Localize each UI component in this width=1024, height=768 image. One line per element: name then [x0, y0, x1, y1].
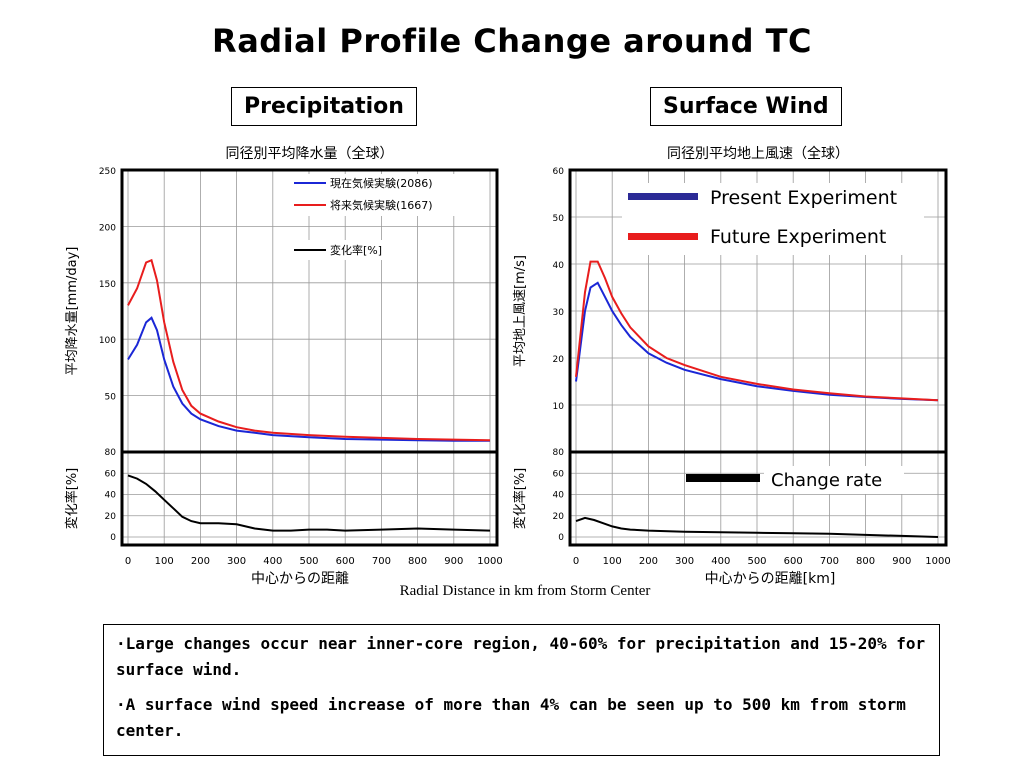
wind-bottom-ytick: 20: [553, 512, 565, 522]
precip-xlabel: 中心からの距離: [251, 570, 349, 587]
wind-top-ytick: 60: [553, 167, 565, 177]
wind-xlabel: 中心からの距離[km]: [705, 570, 836, 587]
wind-xtick: 700: [820, 556, 839, 567]
wind-xtick: 1000: [925, 556, 950, 567]
wind-series-present: [575, 281, 939, 402]
precip-bottom-ylabel: 変化率[%]: [64, 468, 80, 530]
wind-legend-label-present: Present Experiment: [710, 187, 897, 209]
precip-top-ytick: 100: [99, 336, 116, 346]
overlay-xlabel-bg: [358, 577, 692, 601]
precip-top-ytick: 200: [99, 223, 116, 233]
wind-bottom-ytick: 80: [553, 448, 565, 458]
precip-legend-label: 現在気候実験(2086): [330, 176, 433, 190]
wind-chart-title: 同径別平均地上風速（全球）: [667, 145, 849, 162]
wind-legend-swatch-change: [686, 474, 760, 482]
wind-bottom-ylabel: 変化率[%]: [512, 468, 528, 530]
wind-xtick: 300: [675, 556, 694, 567]
precip-xtick: 400: [263, 556, 282, 567]
precip-top-ytick: 250: [99, 167, 116, 177]
wind-series-change-rate: [575, 516, 939, 538]
precip-top-ytick: 50: [105, 393, 117, 403]
wind-xtick: 600: [784, 556, 803, 567]
wind-top-ytick: 50: [553, 214, 565, 224]
overlay-xlabel: Radial Distance in km from Storm Center: [400, 583, 651, 599]
precip-xtick: 900: [444, 556, 463, 567]
precip-legend-bg: [292, 174, 462, 216]
precip-xtick: 300: [227, 556, 246, 567]
wind-legend-swatch-present: [628, 193, 698, 200]
precip-xtick: 500: [299, 556, 318, 567]
wind-top-ytick: 30: [553, 308, 565, 318]
wind-top-ytick: 10: [553, 402, 565, 412]
wind-bottom-ytick: 0: [558, 533, 564, 543]
wind-xtick: 0: [573, 556, 579, 567]
precip-bottom-ytick: 20: [105, 512, 117, 522]
wind-bottom-ytick: 40: [553, 491, 565, 501]
precipitation-label-box: Precipitation: [231, 87, 417, 126]
bullet-2: ·A surface wind speed increase of more t…: [116, 695, 906, 740]
wind-xtick: 200: [639, 556, 658, 567]
slide-title: Radial Profile Change around TC: [212, 22, 812, 60]
wind-xtick: 800: [856, 556, 875, 567]
precip-top-ylabel: 平均降水量[mm/day]: [65, 247, 80, 376]
precip-bottom-ytick: 60: [105, 469, 117, 479]
precip-xtick: 800: [408, 556, 427, 567]
wind-bottom-frame: [568, 450, 948, 547]
precip-xtick: 0: [125, 556, 131, 567]
precip-series-change-rate: [127, 474, 491, 532]
wind-top-ylabel: 平均地上風速[m/s]: [513, 255, 528, 367]
precip-bottom-ytick: 80: [105, 448, 117, 458]
summary-box: ·Large changes occur near inner-core reg…: [103, 624, 940, 756]
wind-top-ytick: 20: [553, 355, 565, 365]
wind-legend-bg-change: [764, 466, 904, 494]
precip-xtick: 100: [155, 556, 174, 567]
precip-series-present: [127, 316, 490, 442]
precip-series-future: [127, 258, 491, 442]
wind-top-ytick: 40: [553, 261, 565, 271]
wind-legend-label-future: Future Experiment: [710, 226, 886, 248]
wind-legend-label-change: Change rate: [771, 470, 882, 491]
precip-bottom-ytick: 40: [105, 491, 117, 501]
precip-xtick: 200: [191, 556, 210, 567]
wind-xtick: 400: [711, 556, 730, 567]
wind-xtick: 100: [603, 556, 622, 567]
wind-xtick: 900: [892, 556, 911, 567]
precip-legend-bg-2: [292, 240, 402, 260]
precip-bottom-ytick: 0: [110, 533, 116, 543]
precip-bottom-frame: [120, 450, 499, 547]
precip-xtick: 600: [336, 556, 355, 567]
precip-xtick: 1000: [477, 556, 502, 567]
wind-series-future: [575, 260, 939, 402]
precip-top-ytick: 150: [99, 280, 116, 290]
surface-wind-label-box: Surface Wind: [650, 87, 842, 126]
precip-legend-label: 変化率[%]: [330, 243, 382, 257]
wind-legend-swatch-future: [628, 233, 698, 240]
precip-chart-title: 同径別平均降水量（全球）: [226, 145, 394, 162]
bullet-1: ·Large changes occur near inner-core reg…: [116, 634, 926, 679]
wind-xtick: 500: [747, 556, 766, 567]
precip-legend-label: 将来気候実験(1667): [330, 198, 433, 212]
wind-bottom-ytick: 60: [553, 469, 565, 479]
precip-xtick: 700: [372, 556, 391, 567]
